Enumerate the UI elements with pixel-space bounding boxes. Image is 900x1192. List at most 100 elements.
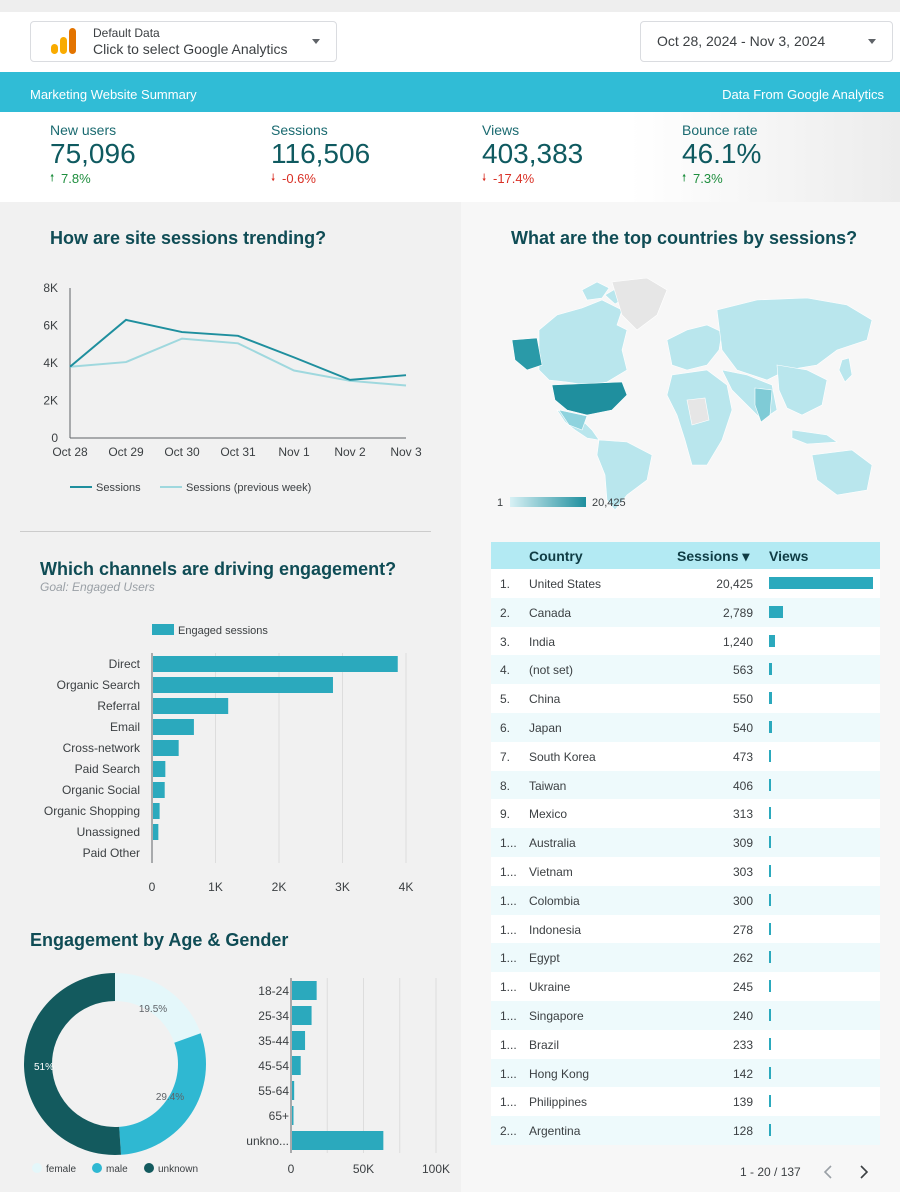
y-tick-label: 2K (43, 394, 58, 408)
legend-label: Engaged sessions (178, 625, 268, 637)
row-views-bar (769, 577, 873, 589)
table-row[interactable] (491, 972, 880, 1002)
bar[interactable] (292, 981, 317, 1000)
row-views-bar (769, 663, 772, 676)
kpi-label: New users (50, 122, 117, 138)
kpi-delta: 7.3% (693, 171, 723, 186)
bar[interactable] (292, 1056, 301, 1075)
table-row[interactable] (491, 741, 880, 771)
row-index: 4. (500, 663, 511, 678)
kpi-delta: -0.6% (282, 171, 316, 186)
donut-slice-unknown[interactable] (24, 973, 122, 1155)
sessions-line-chart: 0 2K 4K 6K 8K Oct 28 Oct 29 Oct 30 Oct 31 Nov 1 No… (43, 281, 422, 494)
row-sessions: 1,240 (722, 634, 753, 649)
x-tick-label: Nov 1 (278, 445, 310, 459)
pagination-text: 1 - 20 / 137 (740, 1165, 801, 1179)
row-index: 1... (500, 865, 517, 879)
row-country: India (529, 634, 556, 649)
kpi-delta: 7.8% (61, 171, 91, 186)
date-range-text[interactable]: Oct 28, 2024 - Nov 3, 2024 (657, 33, 826, 49)
y-tick-label: 8K (43, 281, 58, 295)
category-label: 65+ (269, 1109, 289, 1123)
row-index: 2. (500, 605, 511, 620)
chevron-down-icon[interactable] (868, 39, 876, 44)
bar[interactable] (153, 740, 179, 756)
bar[interactable] (292, 1106, 294, 1125)
datasource-selector[interactable] (30, 21, 337, 62)
column-header-sessions[interactable]: Sessions ▾ (677, 548, 750, 564)
table-row[interactable] (491, 1058, 880, 1088)
row-country: (not set) (529, 663, 574, 678)
table-row[interactable] (491, 713, 880, 742)
row-views-bar (769, 1095, 771, 1108)
bar[interactable] (292, 1006, 312, 1025)
gender-donut-chart: 19.5% 29.4% 51% female male unknown (24, 973, 207, 1175)
x-tick-label: 0 (149, 880, 156, 894)
row-country: Brazil (529, 1037, 560, 1052)
row-index: 1... (500, 1066, 517, 1081)
bar[interactable] (153, 824, 159, 840)
row-country: Vietnam (529, 865, 573, 879)
table-row[interactable] (491, 1001, 880, 1030)
bar[interactable] (153, 719, 194, 735)
chevron-left-icon[interactable] (822, 1165, 834, 1179)
slice-label: 19.5% (139, 1004, 167, 1015)
kpi-value: 403,383 (482, 138, 584, 169)
table-row[interactable] (491, 1087, 880, 1117)
row-country: Indonesia (529, 922, 582, 937)
row-views-bar (769, 893, 771, 906)
bar[interactable] (292, 1031, 306, 1050)
table-row[interactable] (491, 770, 880, 800)
table-row[interactable] (491, 597, 880, 627)
report-banner (0, 72, 900, 112)
donut-slice-male[interactable] (119, 1033, 207, 1155)
row-index: 2... (500, 1124, 517, 1139)
row-views-bar (769, 778, 772, 791)
channels-goal: Goal: Engaged Users (40, 580, 155, 594)
chevron-down-icon[interactable] (312, 39, 320, 44)
table-row[interactable] (491, 1029, 880, 1059)
table-row[interactable] (491, 1116, 880, 1146)
bar[interactable] (153, 656, 398, 672)
date-range-picker[interactable] (640, 21, 893, 62)
table-row[interactable] (491, 857, 880, 886)
row-country: South Korea (529, 749, 596, 764)
world-map[interactable] (487, 270, 882, 515)
table-row[interactable] (491, 828, 880, 858)
bar[interactable] (153, 782, 165, 798)
bar[interactable] (153, 803, 160, 819)
kpi-delta: -17.4% (493, 171, 535, 186)
x-tick-label: Oct 28 (52, 445, 88, 459)
report-source: Data From Google Analytics (722, 87, 884, 102)
row-index: 8. (500, 778, 511, 793)
bar[interactable] (292, 1131, 384, 1150)
donut-slice-female[interactable] (115, 973, 201, 1043)
x-tick-label: 2K (272, 880, 287, 894)
column-header-country[interactable]: Country (529, 548, 583, 564)
table-row[interactable] (491, 626, 880, 656)
row-country: Singapore (529, 1009, 584, 1023)
bar[interactable] (153, 677, 333, 693)
bar[interactable] (153, 698, 229, 714)
row-views-bar (769, 1124, 771, 1137)
chevron-right-icon[interactable] (858, 1165, 870, 1179)
table-row[interactable] (491, 655, 880, 685)
bar[interactable] (292, 1081, 295, 1100)
bar[interactable] (153, 761, 166, 777)
row-views-bar (769, 605, 784, 618)
table-row[interactable] (491, 799, 880, 829)
row-views-bar (769, 749, 772, 762)
table-row[interactable] (491, 885, 880, 915)
datasource-selector-text[interactable]: Click to select Google Analytics (93, 41, 288, 57)
table-row[interactable] (491, 914, 880, 944)
x-tick-label: 3K (335, 880, 350, 894)
row-country: Taiwan (529, 778, 567, 793)
x-tick-label: Oct 30 (164, 445, 200, 459)
x-tick-label: Oct 31 (220, 445, 256, 459)
table-row[interactable] (491, 684, 880, 714)
row-views-bar (769, 836, 771, 849)
table-row[interactable] (491, 943, 880, 973)
column-header-views[interactable]: Views (769, 548, 809, 564)
kpi-trend-icon: 🠕 (682, 173, 687, 184)
series-line-sessions (69, 318, 407, 381)
